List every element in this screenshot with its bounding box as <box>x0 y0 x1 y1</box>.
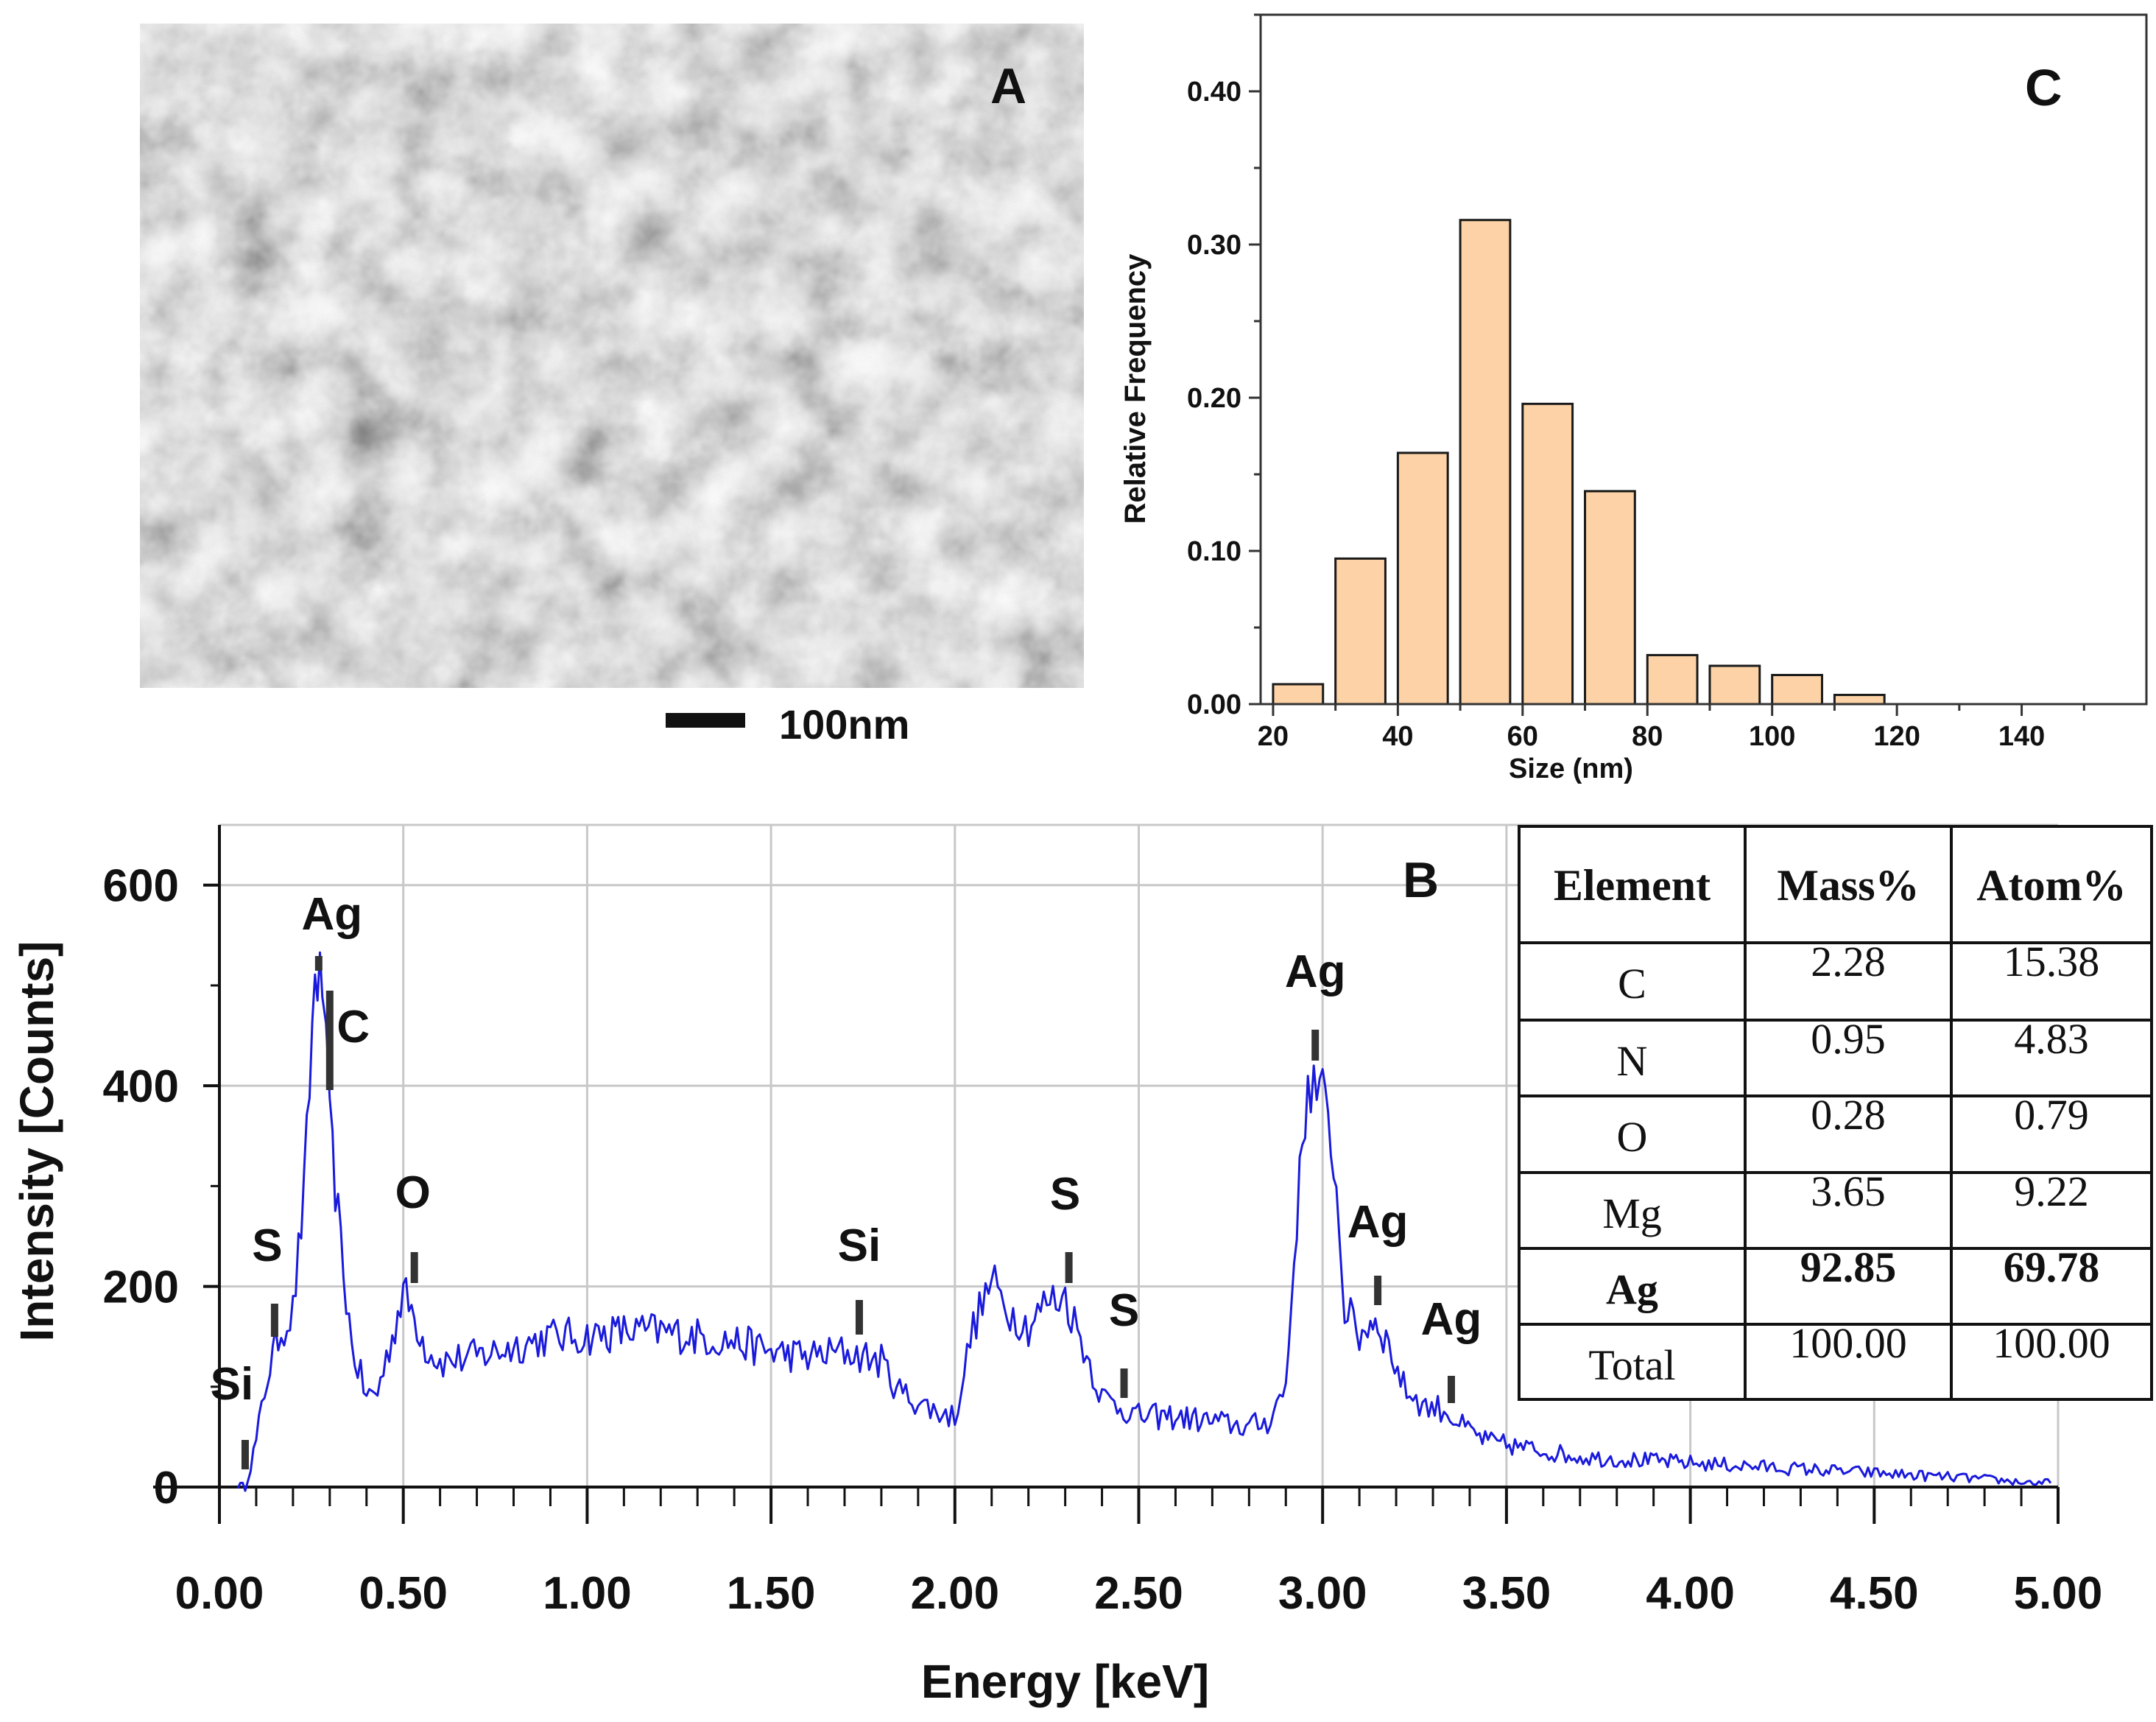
peak-label: Ag <box>1348 1197 1409 1248</box>
y-axis-title: Relative Frequency <box>1119 253 1152 524</box>
table-cell: 92.85 <box>1800 1243 1897 1291</box>
y-tick-label: 0.10 <box>1187 536 1241 567</box>
table-cell: 100.00 <box>1993 1319 2110 1367</box>
table-cell: Ag <box>1606 1265 1658 1313</box>
x-tick-label: 1.50 <box>727 1568 816 1619</box>
y-axis-title: Intensity [Counts] <box>10 941 63 1342</box>
panel-a-label: A <box>990 58 1026 114</box>
y-tick-label: 200 <box>103 1262 179 1313</box>
table-cell: 69.78 <box>2004 1243 2100 1291</box>
panel-b-label: B <box>1403 852 1439 908</box>
y-tick-label: 0.00 <box>1187 689 1241 720</box>
y-tick-label: 0.20 <box>1187 383 1241 414</box>
y-tick-label: 0 <box>154 1463 179 1514</box>
histogram-bar <box>1334 557 1387 706</box>
table-cell: Mg <box>1602 1189 1662 1237</box>
table-cell: Total <box>1588 1341 1675 1389</box>
x-tick-label: 1.00 <box>543 1568 632 1619</box>
histogram-bar <box>1521 402 1574 706</box>
table-cell: 9.22 <box>2014 1167 2089 1215</box>
panel-a: A 100nm <box>140 24 1084 748</box>
table-cell: 3.65 <box>1811 1167 1886 1215</box>
histogram-bar <box>1708 664 1761 706</box>
histogram-bar <box>1771 673 1823 706</box>
plot-frame <box>1259 13 2148 706</box>
x-tick-label: 3.00 <box>1278 1568 1367 1619</box>
composition-table: Element Mass% Atom% C 2.28 15.38 N 0.95 4.83 O 0.2… <box>1518 825 2153 1401</box>
peak-label: S <box>1050 1169 1080 1220</box>
panel-c: 0.00 0.10 0.20 0.30 0.40 20 40 60 80 100 120 140 Siz… <box>1119 13 2148 784</box>
x-tick-label: 2.50 <box>1094 1568 1183 1619</box>
table-header: Element <box>1554 861 1711 910</box>
panel-c-label: C <box>2025 59 2062 116</box>
table-cell: 2.28 <box>1811 938 1886 985</box>
x-tick-label: 4.00 <box>1646 1568 1735 1619</box>
table-header: Atom% <box>1976 861 2126 910</box>
peak-label: Si <box>838 1220 881 1271</box>
x-axis-title: Energy [keV] <box>921 1655 1209 1708</box>
peak-label: O <box>395 1167 431 1218</box>
histogram-bar <box>1584 490 1636 706</box>
histogram-bar <box>1396 451 1449 706</box>
table-cell: C <box>1618 960 1646 1008</box>
x-tick-label: 60 <box>1507 721 1538 752</box>
y-tick-label: 400 <box>103 1061 179 1112</box>
peak-label: S <box>1109 1285 1139 1336</box>
y-tick-label: 0.40 <box>1187 77 1241 108</box>
peak-label: Si <box>211 1359 254 1410</box>
x-tick-label: 4.50 <box>1830 1568 1919 1619</box>
y-tick-label: 600 <box>103 861 179 912</box>
panel-b: 0 200 400 600 0.00 0.50 1.00 1.50 2.00 2.50 3.00 3.… <box>10 823 2153 1708</box>
peak-label: C <box>337 1002 370 1052</box>
table-cell: 15.38 <box>2004 938 2100 985</box>
histogram-bar <box>1459 219 1512 706</box>
table-cell: 100.00 <box>1789 1319 1907 1367</box>
x-tick-label: 120 <box>1873 721 1920 752</box>
table-frame <box>1518 825 2153 1401</box>
x-tick-label: 5.00 <box>2014 1568 2103 1619</box>
scale-bar <box>666 713 745 728</box>
x-tick-label: 80 <box>1632 721 1663 752</box>
x-tick-label: 140 <box>1998 721 2045 752</box>
table-cell: 0.95 <box>1811 1015 1886 1063</box>
x-tick-label: 3.50 <box>1462 1568 1551 1619</box>
y-tick-label: 0.30 <box>1187 230 1241 261</box>
peak-label: S <box>252 1220 282 1271</box>
scale-bar-label: 100nm <box>779 701 909 748</box>
peak-label: Ag <box>1285 946 1346 997</box>
x-tick-label: 20 <box>1258 721 1289 752</box>
x-axis-title: Size (nm) <box>1509 753 1633 784</box>
table-cell: N <box>1617 1037 1648 1085</box>
size-histogram: 0.00 0.10 0.20 0.30 0.40 20 40 60 80 100 120 140 Siz… <box>1119 13 2148 784</box>
table-cell: 0.28 <box>1811 1091 1886 1139</box>
histogram-bar <box>1272 683 1325 706</box>
sem-image-grain <box>140 24 1084 688</box>
peak-label: Ag <box>302 889 363 940</box>
table-header: Mass% <box>1777 861 1919 910</box>
table-cell: O <box>1617 1113 1648 1161</box>
histogram-bar <box>1833 694 1886 706</box>
spectrum-line <box>236 951 2052 1492</box>
histogram-bar <box>1646 653 1699 706</box>
table-cell: 4.83 <box>2014 1015 2089 1063</box>
x-tick-label: 0.50 <box>359 1568 448 1619</box>
x-tick-label: 0.00 <box>175 1568 264 1619</box>
table-cell: 0.79 <box>2014 1091 2089 1139</box>
peak-label: Ag <box>1421 1294 1482 1345</box>
x-tick-label: 40 <box>1382 721 1413 752</box>
x-tick-label: 100 <box>1749 721 1795 752</box>
x-tick-label: 2.00 <box>910 1568 999 1619</box>
